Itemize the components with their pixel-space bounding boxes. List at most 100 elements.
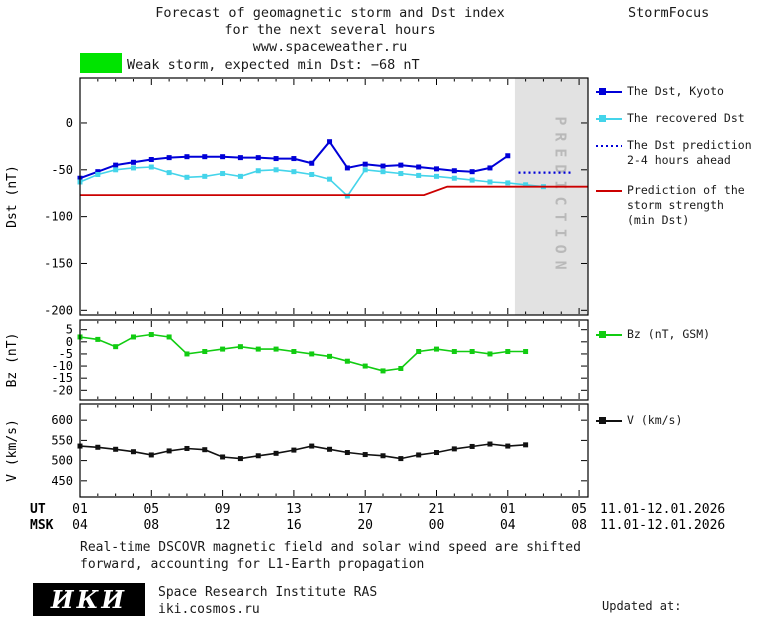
data-point-marker	[487, 165, 493, 171]
msk-tick-label: 04	[72, 518, 88, 533]
data-point-marker	[505, 443, 511, 449]
data-point-marker	[344, 358, 350, 364]
data-point-marker	[166, 448, 172, 454]
ut-date-range: 11.01-12.01.2026	[600, 502, 725, 517]
data-point-marker	[451, 446, 457, 452]
data-point-marker	[95, 169, 101, 175]
data-point-marker	[362, 167, 368, 173]
footnote-line-1: Real-time DSCOVR magnetic field and sola…	[80, 540, 581, 555]
iki-logo: ИКИ	[33, 583, 145, 616]
y-tick-label: -150	[44, 256, 73, 270]
data-point-marker	[327, 176, 333, 182]
data-point-marker	[398, 171, 404, 177]
legend-item-prediction-of-the: Prediction of the storm strength (min Dst)	[596, 183, 745, 228]
data-point-marker	[166, 334, 172, 340]
data-point-marker	[344, 193, 350, 199]
legend-marker-the-dst-kyoto	[596, 87, 622, 95]
page-title: Forecast of geomagnetic storm and Dst in…	[80, 5, 580, 56]
data-point-marker	[237, 155, 243, 161]
y-tick-label: -100	[44, 210, 73, 224]
data-point-marker	[184, 351, 190, 357]
data-point-marker	[130, 334, 136, 340]
legend-label: V (km/s)	[627, 413, 683, 427]
data-point-marker	[380, 453, 386, 459]
series-v-km-s	[79, 443, 526, 460]
data-point-marker	[309, 443, 315, 449]
y-tick-label: 500	[51, 454, 73, 468]
legend-label: 2-4 hours ahead	[627, 153, 731, 167]
ut-tick-label: 05	[143, 502, 159, 517]
legend: The Dst, Kyoto The recovered Dst The Dst p…	[596, 0, 760, 620]
data-point-marker	[273, 156, 279, 162]
data-point-marker	[184, 174, 190, 180]
y-tick-label: -15	[51, 371, 73, 385]
y-tick-label: -50	[51, 163, 73, 177]
data-point-marker	[433, 173, 439, 179]
data-point-marker	[362, 363, 368, 369]
panel-border	[79, 403, 589, 498]
legend-item-bz-nt-gsm: Bz (nT, GSM)	[596, 327, 710, 342]
data-point-marker	[220, 346, 226, 352]
data-point-marker	[416, 164, 422, 170]
data-point-marker	[291, 169, 297, 175]
legend-label: Prediction of the	[627, 183, 745, 197]
data-point-marker	[130, 159, 136, 165]
data-point-marker	[130, 165, 136, 171]
data-point-marker	[344, 450, 350, 456]
legend-label: storm strength	[627, 198, 724, 212]
data-point-marker	[398, 365, 404, 371]
data-point-marker	[416, 349, 422, 355]
legend-label: The recovered Dst	[627, 111, 745, 125]
data-point-marker	[487, 351, 493, 357]
data-point-marker	[309, 351, 315, 357]
data-point-marker	[130, 449, 136, 455]
institute-info: Space Research Institute RAS iki.cosmos.…	[158, 584, 377, 618]
y-tick-label: -5	[59, 347, 73, 361]
data-point-marker	[113, 446, 119, 452]
data-point-marker	[113, 167, 119, 173]
data-point-marker	[184, 445, 190, 451]
panel-border	[79, 319, 589, 401]
footnote-line-2: forward, accounting for L1-Earth propaga…	[80, 557, 425, 572]
data-point-marker	[113, 344, 119, 350]
legend-label: Bz (nT, GSM)	[627, 327, 711, 341]
data-point-marker	[505, 349, 511, 355]
data-point-marker	[220, 154, 226, 160]
msk-tick-label: 20	[357, 518, 373, 533]
y-tick-label: 0	[66, 116, 73, 130]
data-point-marker	[237, 344, 243, 350]
ut-tick-label: 05	[571, 502, 587, 517]
data-point-marker	[202, 447, 208, 453]
data-point-marker	[95, 444, 101, 450]
data-point-marker	[202, 173, 208, 179]
ut-tick-label: 21	[429, 502, 445, 517]
institute-url: iki.cosmos.ru	[158, 602, 260, 617]
y-tick-label: -10	[51, 359, 73, 373]
y-tick-label: -20	[51, 383, 73, 397]
ut-tick-label: 01	[500, 502, 516, 517]
data-point-marker	[469, 177, 475, 183]
y-axis-title-dst: Dst (nT)	[5, 165, 20, 228]
data-point-marker	[220, 454, 226, 460]
data-point-marker	[327, 139, 333, 145]
data-point-marker	[327, 353, 333, 359]
data-point-marker	[291, 349, 297, 355]
data-point-marker	[309, 160, 315, 166]
msk-tick-label: 08	[143, 518, 159, 533]
legend-marker-the-dst-prediction	[596, 144, 622, 147]
legend-label: The Dst prediction	[627, 138, 752, 152]
msk-tick-label: 12	[215, 518, 231, 533]
msk-tick-label: 04	[500, 518, 516, 533]
data-point-marker	[255, 168, 261, 174]
legend-item-the-dst-kyoto: The Dst, Kyoto	[596, 84, 724, 99]
data-point-marker	[469, 349, 475, 355]
data-point-marker	[523, 349, 529, 355]
legend-marker-the-recovered-dst	[596, 114, 622, 122]
panel-border	[79, 77, 589, 316]
data-point-marker	[273, 346, 279, 352]
data-point-marker	[148, 332, 154, 338]
data-point-marker	[416, 172, 422, 178]
data-point-marker	[433, 450, 439, 456]
data-point-marker	[451, 175, 457, 181]
